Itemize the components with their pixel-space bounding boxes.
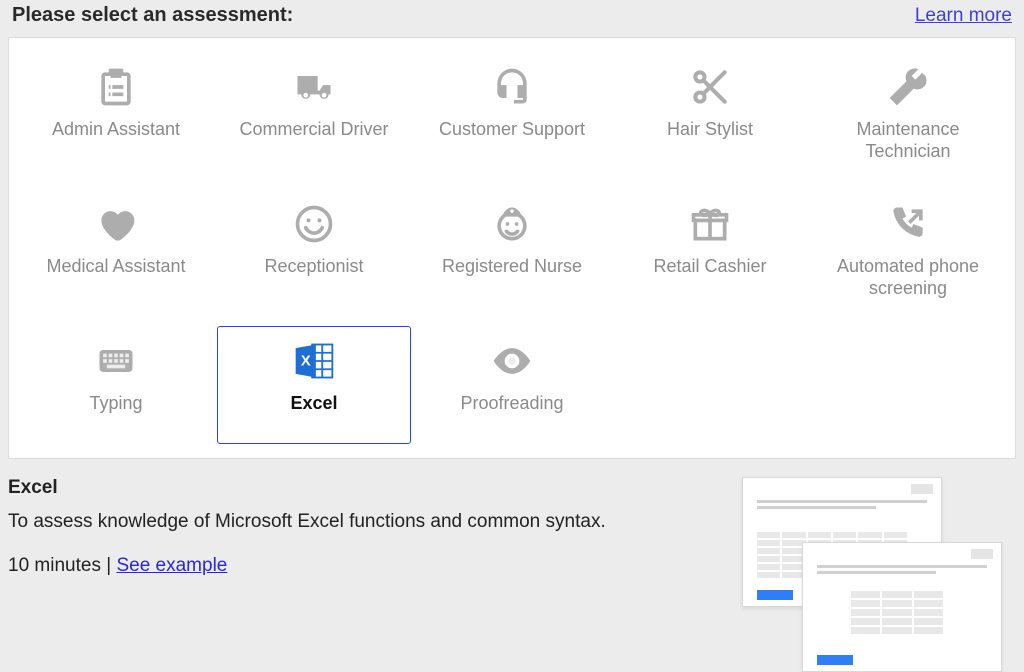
assessment-tile-label: Commercial Driver	[239, 119, 388, 141]
assessment-tile-label: Hair Stylist	[667, 119, 753, 141]
smile-icon	[290, 200, 338, 248]
assessment-tile-admin-assistant[interactable]: Admin Assistant	[19, 52, 213, 179]
assessment-picker-page: Please select an assessment: Learn more …	[0, 0, 1024, 669]
assessment-tile-customer-support[interactable]: Customer Support	[415, 52, 609, 179]
assessment-tile-label: Excel	[290, 393, 337, 415]
detail-duration: 10 minutes	[8, 555, 101, 576]
assessment-tile-label: Admin Assistant	[52, 119, 180, 141]
assessment-tile-label: Retail Cashier	[653, 256, 766, 278]
assessment-tile-hair-stylist[interactable]: Hair Stylist	[613, 52, 807, 179]
headset-icon	[488, 63, 536, 111]
assessment-tile-retail-cashier[interactable]: Retail Cashier	[613, 189, 807, 316]
detail-description: To assess knowledge of Microsoft Excel f…	[8, 511, 742, 533]
assessment-tile-label: Customer Support	[439, 119, 585, 141]
keyboard-icon	[92, 337, 140, 385]
assessment-tile-label: Maintenance Technician	[816, 119, 1000, 162]
assessment-tile-registered-nurse[interactable]: Registered Nurse	[415, 189, 609, 316]
detail-title: Excel	[8, 477, 742, 499]
see-example-link[interactable]: See example	[116, 555, 227, 576]
clipboard-icon	[92, 63, 140, 111]
detail-separator: |	[101, 555, 117, 576]
svg-text:X: X	[301, 354, 311, 370]
assessment-tile-proofreading[interactable]: Proofreading	[415, 326, 609, 444]
assessment-detail-text: Excel To assess knowledge of Microsoft E…	[8, 477, 742, 577]
truck-icon	[290, 63, 338, 111]
assessment-tile-label: Registered Nurse	[442, 256, 582, 278]
detail-meta: 10 minutes | See example	[8, 555, 742, 577]
assessment-tile-maintenance-technician[interactable]: Maintenance Technician	[811, 52, 1005, 179]
gift-icon	[686, 200, 734, 248]
excel-icon: X	[290, 337, 338, 385]
assessment-grid-card: Admin Assistant Commercial Driver Customer…	[8, 37, 1016, 459]
assessment-tile-label: Medical Assistant	[46, 256, 185, 278]
assessment-tile-receptionist[interactable]: Receptionist	[217, 189, 411, 316]
assessment-tile-commercial-driver[interactable]: Commercial Driver	[217, 52, 411, 179]
eye-icon	[488, 337, 536, 385]
assessment-detail: Excel To assess knowledge of Microsoft E…	[8, 459, 1016, 661]
learn-more-link[interactable]: Learn more	[915, 5, 1012, 27]
scissors-icon	[686, 63, 734, 111]
assessment-grid: Admin Assistant Commercial Driver Customer…	[19, 52, 1005, 444]
assessment-tile-automated-phone-screening[interactable]: Automated phone screening	[811, 189, 1005, 316]
assessment-tile-excel[interactable]: X Excel	[217, 326, 411, 444]
nurse-icon	[488, 200, 536, 248]
wrench-icon	[884, 63, 932, 111]
assessment-tile-label: Proofreading	[460, 393, 563, 415]
preview-thumbnail	[802, 542, 1002, 672]
header-row: Please select an assessment: Learn more	[8, 4, 1016, 37]
heart-icon	[92, 200, 140, 248]
assessment-tile-medical-assistant[interactable]: Medical Assistant	[19, 189, 213, 316]
page-title: Please select an assessment:	[12, 4, 293, 27]
assessment-tile-typing[interactable]: Typing	[19, 326, 213, 444]
assessment-tile-label: Automated phone screening	[816, 256, 1000, 299]
example-previews	[742, 477, 1012, 657]
assessment-tile-label: Receptionist	[264, 256, 363, 278]
assessment-tile-label: Typing	[89, 393, 142, 415]
phone-out-icon	[884, 200, 932, 248]
